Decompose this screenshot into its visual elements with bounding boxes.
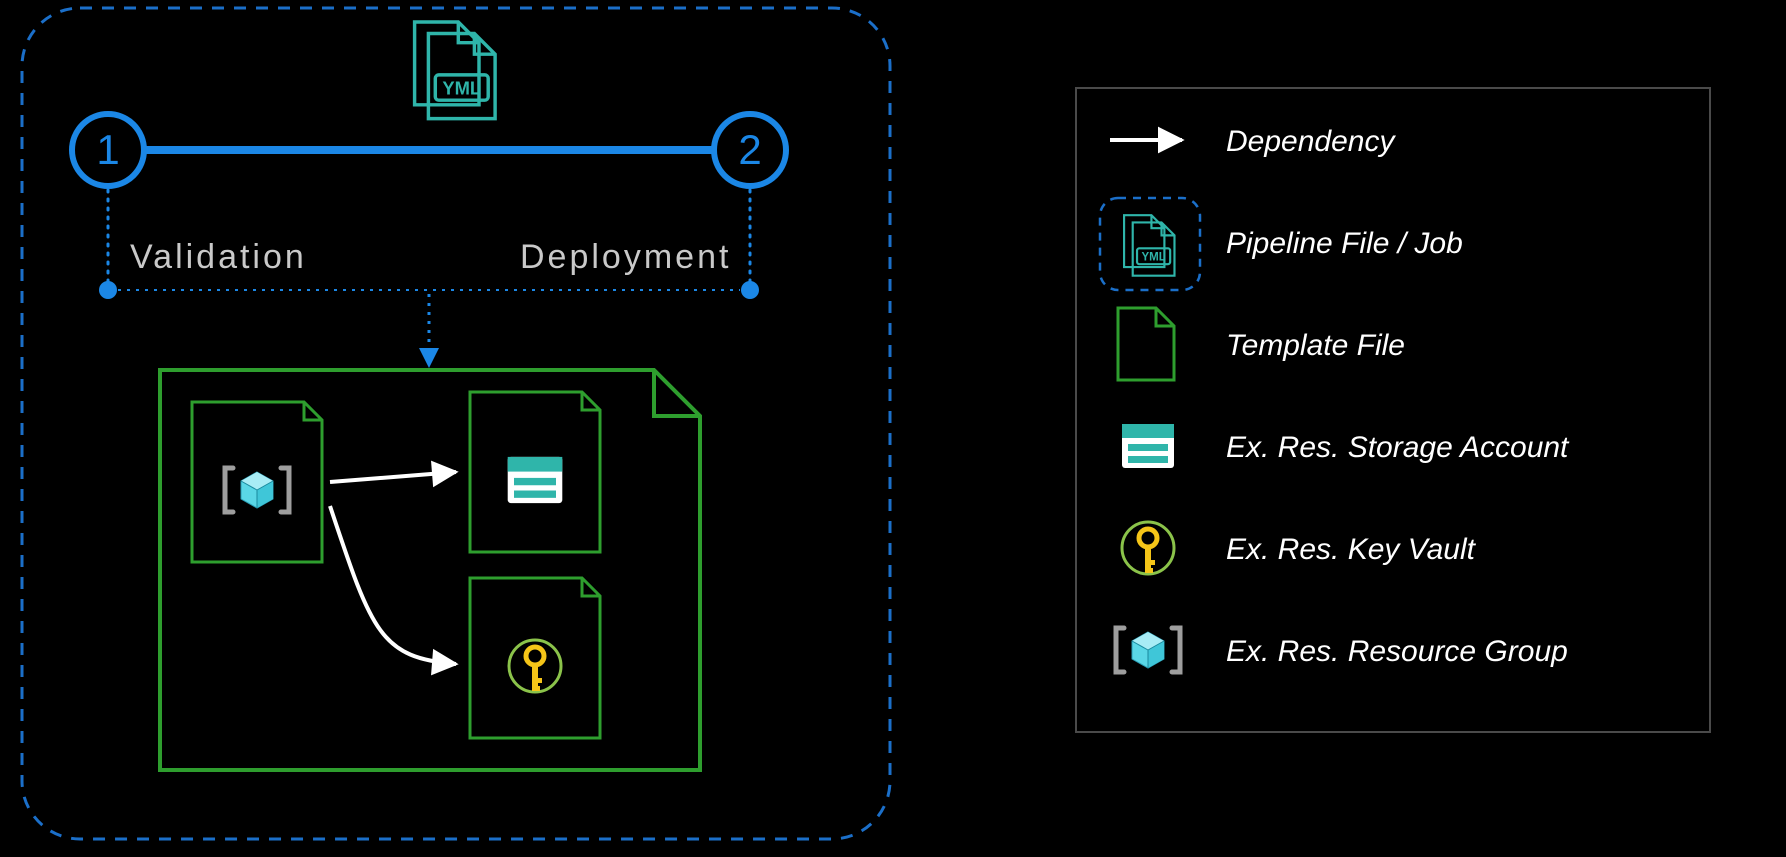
svg-text:YML: YML (1141, 252, 1165, 264)
step-2-circle: 2 (714, 114, 786, 186)
legend-label: Template File (1226, 329, 1405, 362)
legend-label: Ex. Res. Resource Group (1226, 635, 1568, 668)
storage-icon (508, 457, 563, 503)
step-1-circle: 1 (72, 114, 144, 186)
storage-icon (1122, 424, 1174, 468)
deployment-label: Deployment (520, 238, 731, 276)
step-1-label: 1 (96, 126, 119, 173)
legend-label: Pipeline File / Job (1226, 227, 1463, 260)
svg-text:YML: YML (442, 77, 481, 98)
legend-label: Dependency (1226, 125, 1396, 158)
legend-label: Ex. Res. Key Vault (1226, 533, 1477, 566)
step-2-label: 2 (738, 126, 761, 173)
validation-label: Validation (130, 238, 307, 276)
legend-label: Ex. Res. Storage Account (1226, 431, 1570, 464)
